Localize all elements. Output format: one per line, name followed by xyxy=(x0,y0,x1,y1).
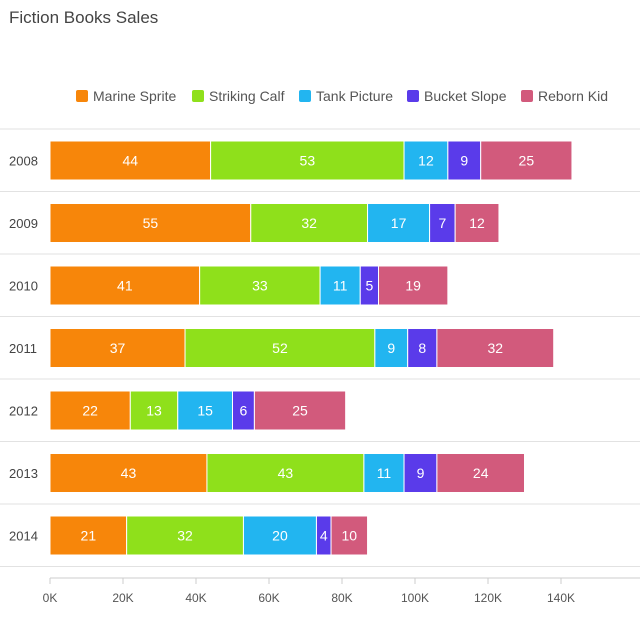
bar-value-label: 53 xyxy=(300,153,316,169)
bar-reborn-kid[interactable] xyxy=(253,390,347,431)
bar-striking-calf[interactable] xyxy=(210,140,405,181)
x-tick-label: 0K xyxy=(43,591,58,605)
bar-value-label: 4 xyxy=(320,528,328,544)
bar-value-label: 43 xyxy=(121,465,137,481)
bar-marine-sprite[interactable] xyxy=(49,328,186,368)
bar-value-label: 19 xyxy=(405,278,421,294)
bar-value-label: 8 xyxy=(418,340,426,356)
bar-value-label: 37 xyxy=(110,340,126,356)
x-tick-label: 100K xyxy=(401,591,429,605)
bar-tank-picture[interactable] xyxy=(374,328,409,368)
y-category-label: 2008 xyxy=(9,154,38,169)
bar-reborn-kid[interactable] xyxy=(454,203,500,243)
bar-value-label: 20 xyxy=(272,528,288,544)
bar-tank-picture[interactable] xyxy=(177,390,233,431)
bar-value-label: 33 xyxy=(252,278,268,294)
bar-marine-sprite[interactable] xyxy=(49,453,208,493)
bar-value-label: 7 xyxy=(438,215,446,231)
y-category-label: 2010 xyxy=(9,279,38,294)
chart-title: Fiction Books Sales xyxy=(9,8,159,27)
bar-value-label: 43 xyxy=(278,465,294,481)
bar-value-label: 32 xyxy=(301,215,317,231)
bar-value-label: 52 xyxy=(272,340,288,356)
bar-reborn-kid[interactable] xyxy=(436,328,555,368)
bar-bucket-slope[interactable] xyxy=(407,328,438,368)
y-category-label: 2013 xyxy=(9,466,38,481)
bar-value-label: 11 xyxy=(377,465,392,481)
legend-label: Bucket Slope xyxy=(424,88,507,104)
legend-item[interactable]: Bucket Slope xyxy=(407,84,507,108)
bar-value-label: 5 xyxy=(365,278,373,294)
bar-value-label: 25 xyxy=(519,153,535,169)
bar-striking-calf[interactable] xyxy=(129,390,179,431)
bar-marine-sprite[interactable] xyxy=(49,515,128,556)
bar-value-label: 12 xyxy=(469,215,485,231)
bar-value-label: 21 xyxy=(81,528,97,544)
x-tick-label: 80K xyxy=(331,591,352,605)
legend-label: Striking Calf xyxy=(209,88,285,104)
bar-reborn-kid[interactable] xyxy=(480,140,573,181)
bar-value-label: 15 xyxy=(197,403,213,419)
legend-swatch xyxy=(76,90,88,102)
bar-value-label: 44 xyxy=(123,153,139,169)
bar-striking-calf[interactable] xyxy=(199,265,321,306)
bar-value-label: 55 xyxy=(143,215,159,231)
bar-tank-picture[interactable] xyxy=(319,265,361,306)
legend-swatch xyxy=(407,90,419,102)
x-tick-label: 20K xyxy=(112,591,133,605)
bar-bucket-slope[interactable] xyxy=(429,203,456,243)
bar-reborn-kid[interactable] xyxy=(436,453,525,493)
bar-reborn-kid[interactable] xyxy=(330,515,369,556)
bar-bucket-slope[interactable] xyxy=(447,140,482,181)
legend-swatch xyxy=(299,90,311,102)
bar-reborn-kid[interactable] xyxy=(378,265,449,306)
legend-label: Reborn Kid xyxy=(538,88,609,104)
bar-value-label: 12 xyxy=(418,153,434,169)
bar-value-label: 10 xyxy=(342,528,358,544)
bar-value-label: 24 xyxy=(473,465,489,481)
bar-striking-calf[interactable] xyxy=(126,515,244,556)
bar-striking-calf[interactable] xyxy=(206,453,365,493)
bar-value-label: 9 xyxy=(460,153,468,169)
bar-marine-sprite[interactable] xyxy=(49,265,201,306)
bar-value-label: 13 xyxy=(146,403,162,419)
bar-value-label: 9 xyxy=(417,465,425,481)
bar-value-label: 17 xyxy=(391,215,407,231)
bar-tank-picture[interactable] xyxy=(242,515,317,556)
y-category-label: 2009 xyxy=(9,216,38,231)
bar-value-label: 9 xyxy=(387,340,395,356)
chart-legend: Marine Sprite Striking Calf Tank Picture Bu… xyxy=(0,84,640,108)
legend-item[interactable]: Tank Picture xyxy=(299,84,393,108)
bar-value-label: 22 xyxy=(82,403,98,419)
legend-item[interactable]: Striking Calf xyxy=(192,84,284,108)
y-category-label: 2014 xyxy=(9,529,38,544)
bar-value-label: 11 xyxy=(333,278,348,294)
bar-value-label: 25 xyxy=(292,403,308,419)
x-tick-label: 120K xyxy=(474,591,502,605)
bar-marine-sprite[interactable] xyxy=(49,203,252,243)
legend-label: Marine Sprite xyxy=(93,88,177,104)
bar-value-label: 6 xyxy=(240,403,248,419)
legend-item[interactable]: Reborn Kid xyxy=(521,84,608,108)
bar-value-label: 32 xyxy=(488,340,504,356)
x-tick-label: 140K xyxy=(547,591,575,605)
legend-swatch xyxy=(192,90,204,102)
bar-value-label: 41 xyxy=(117,278,133,294)
bar-striking-calf[interactable] xyxy=(184,328,376,368)
x-tick-label: 60K xyxy=(258,591,279,605)
bar-tank-picture[interactable] xyxy=(367,203,431,243)
bar-marine-sprite[interactable] xyxy=(49,390,131,431)
y-category-label: 2012 xyxy=(9,404,38,419)
bar-value-label: 32 xyxy=(177,528,193,544)
y-category-label: 2011 xyxy=(9,341,37,356)
legend-swatch xyxy=(521,90,533,102)
x-tick-label: 40K xyxy=(185,591,206,605)
legend-item[interactable]: Marine Sprite xyxy=(76,84,176,108)
legend-label: Tank Picture xyxy=(316,88,394,104)
